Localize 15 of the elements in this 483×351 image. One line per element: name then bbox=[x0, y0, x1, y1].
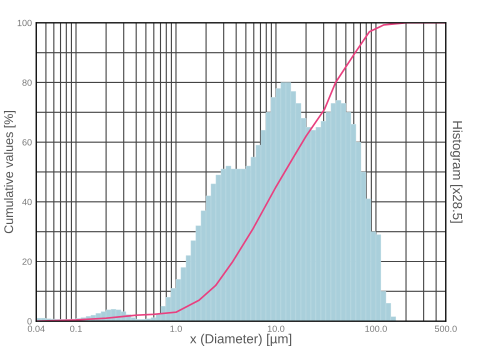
x-tick-label: 10.0 bbox=[268, 326, 284, 332]
x-tick-label: 0.1 bbox=[70, 326, 82, 332]
y2-axis-title: Histogram [x28.5] bbox=[450, 121, 462, 223]
x-axis-title: x (Diameter) [µm] bbox=[190, 334, 292, 346]
x-tick-label: 500.0 bbox=[434, 326, 457, 332]
x-tick-label: 1.0 bbox=[170, 326, 182, 332]
y-tick-label: 40 bbox=[22, 198, 32, 206]
y-tick-label: 100 bbox=[18, 20, 32, 26]
y-tick-label: 0 bbox=[27, 318, 32, 325]
y-tick-label: 20 bbox=[22, 258, 32, 265]
x-tick-label: 100.0 bbox=[365, 326, 387, 332]
x-tick-label: 0.04 bbox=[28, 326, 45, 332]
y-axis-title: Cumulative values [%] bbox=[4, 111, 16, 234]
y-tick-label: 80 bbox=[22, 79, 32, 86]
y-tick-label: 60 bbox=[22, 139, 32, 146]
